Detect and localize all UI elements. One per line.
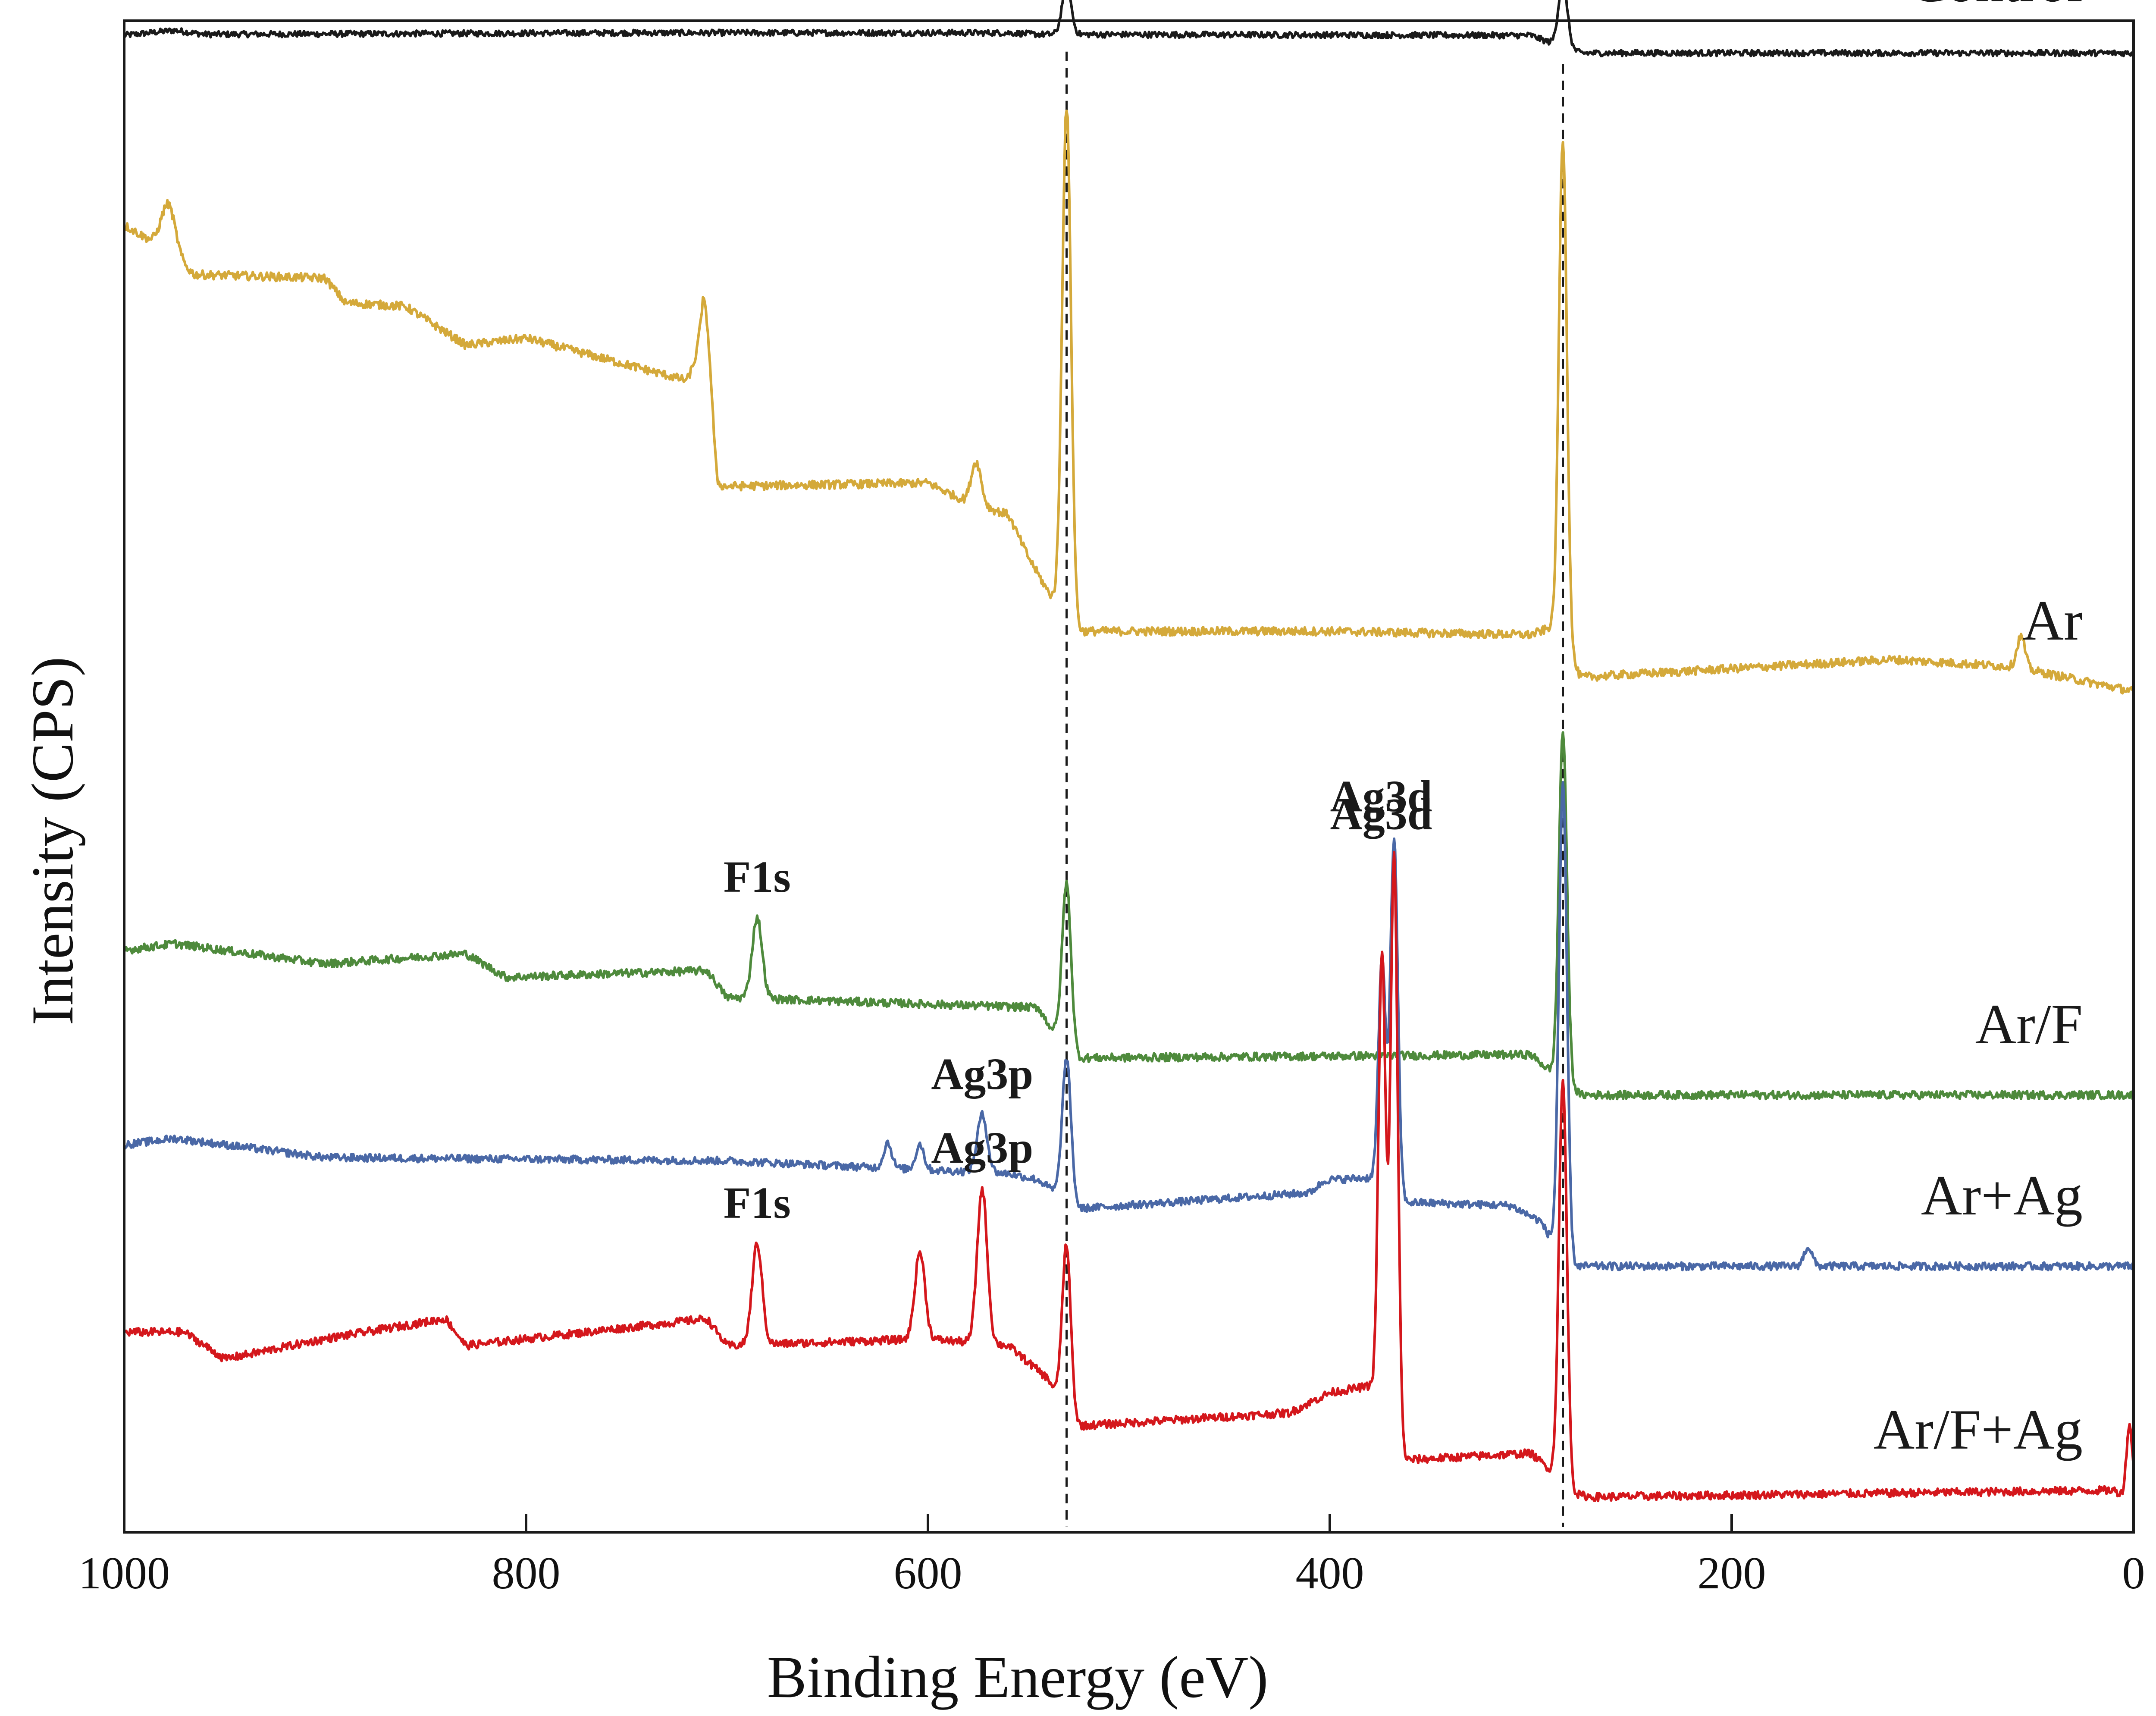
series-line-ar-f [123,731,2135,1101]
annotations: ControlArAr/FAr+AgAr/F+AgO1sC1sF1sAg3dAg… [724,0,2083,1461]
x-tick-label-200: 200 [1698,1548,1766,1598]
series-line-control [123,0,2135,57]
x-tick-label-0: 0 [2122,1548,2145,1598]
x-tick-label-400: 400 [1296,1548,1364,1598]
series-line-ar [123,110,2135,695]
x-tick-label-800: 800 [492,1548,561,1598]
peak-label-f1s-ar-f: F1s [724,852,791,902]
series-label-ar: Ar [2023,589,2083,652]
series-label-control: Control [1909,0,2083,14]
peak-label-f1s-ar-f-plus-ag: F1s [724,1178,791,1228]
series-label-ar-f-plus-ag: Ar/F+Ag [1874,1398,2083,1461]
x-axis-label: Binding Energy (eV) [767,1644,1269,1710]
series-line-ar-f-plus-ag [123,851,2135,1503]
plot-frame [123,19,2135,1534]
series-label-ar-f: Ar/F [1975,992,2083,1056]
reference-lines [1065,51,1564,1527]
peak-label-ag3p-ar-plus-ag: Ag3p [931,1049,1033,1099]
peak-label-ag3d-ar-plus-ag: Ag3d [1330,772,1432,821]
peak-label-ag3p-ar-f-plus-ag: Ag3p [931,1123,1033,1173]
peak-label-ag3d-ar-f-plus-ag: Ag3d [1330,789,1432,839]
axes: 1000 800 600 400 200 0 [78,19,2145,1598]
spectra [123,0,2135,1503]
x-tick-label-600: 600 [894,1548,962,1598]
series-label-ar-plus-ag: Ar+Ag [1921,1164,2083,1227]
y-axis-label: Intensity (CPS) [19,657,85,1026]
x-tick-label-1000: 1000 [78,1548,170,1598]
series-line-ar-plus-ag [123,781,2135,1271]
